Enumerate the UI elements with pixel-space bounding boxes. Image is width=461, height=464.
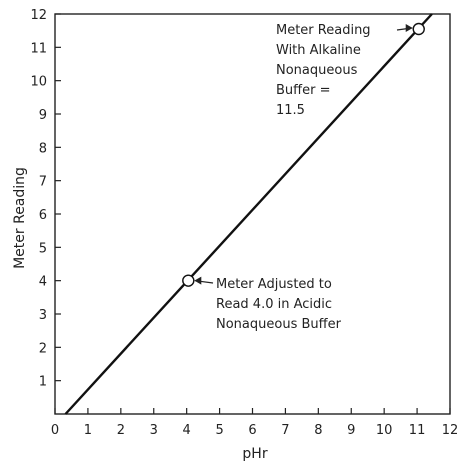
annotation-line: Read 4.0 in Acidic — [216, 297, 332, 312]
x-tick-label: 2 — [117, 423, 125, 438]
series-line — [64, 13, 433, 415]
data-point — [412, 22, 425, 36]
x-tick-label: 7 — [281, 423, 289, 438]
x-tick-label: 8 — [314, 423, 322, 438]
y-tick-label: 2 — [39, 341, 47, 356]
y-tick-label: 9 — [39, 108, 47, 123]
calibration-line — [64, 13, 433, 415]
annotation-line: Nonaqueous — [276, 63, 358, 78]
annotation-line: With Alkaline — [276, 43, 361, 58]
x-tick-label: 9 — [347, 423, 355, 438]
x-axis-title: pHr — [242, 446, 267, 462]
y-tick-label: 4 — [39, 275, 47, 290]
x-tick-label: 3 — [150, 423, 158, 438]
annotation-line: Meter Reading — [276, 23, 371, 38]
y-tick-label: 3 — [39, 308, 47, 323]
annotation-arrowhead — [194, 276, 202, 285]
annotations: Meter Reading With Alkaline Nonaqueous Buff… — [194, 23, 413, 332]
axes — [54, 13, 451, 415]
x-tick-label: 11 — [409, 423, 426, 438]
x-tick-label: 1 — [84, 423, 92, 438]
annotation-arrowhead — [405, 24, 413, 32]
data-point — [182, 274, 195, 287]
y-tick-label: 10 — [30, 75, 47, 90]
annotation-alkaline: Meter Reading With Alkaline Nonaqueous Buff… — [276, 23, 413, 118]
x-tick-label: 0 — [51, 423, 59, 438]
x-tick-label: 5 — [215, 423, 223, 438]
y-tick-label: 12 — [30, 8, 47, 23]
y-tick-label: 7 — [39, 175, 47, 190]
x-ticks: 0 1 2 3 4 5 6 7 8 9 10 11 12 — [51, 408, 458, 438]
annotation-acidic: Meter Adjusted to Read 4.0 in Acidic Nonaq… — [194, 276, 342, 332]
x-tick-label: 12 — [442, 423, 459, 438]
x-tick-label: 10 — [376, 423, 393, 438]
data-points — [182, 22, 425, 287]
y-axis-title: Meter Reading — [12, 167, 28, 269]
y-tick-label: 11 — [30, 41, 47, 56]
annotation-line: 11.5 — [276, 103, 305, 118]
annotation-line: Buffer = — [276, 83, 330, 98]
x-tick-label: 4 — [183, 423, 191, 438]
y-tick-label: 6 — [39, 208, 47, 223]
y-tick-label: 1 — [39, 375, 47, 390]
x-tick-label: 6 — [248, 423, 256, 438]
plot-frame — [54, 13, 451, 415]
y-tick-label: 5 — [39, 241, 47, 256]
y-tick-label: 8 — [39, 141, 47, 156]
annotation-line: Meter Adjusted to — [216, 277, 332, 292]
annotation-line: Nonaqueous Buffer — [216, 317, 342, 332]
